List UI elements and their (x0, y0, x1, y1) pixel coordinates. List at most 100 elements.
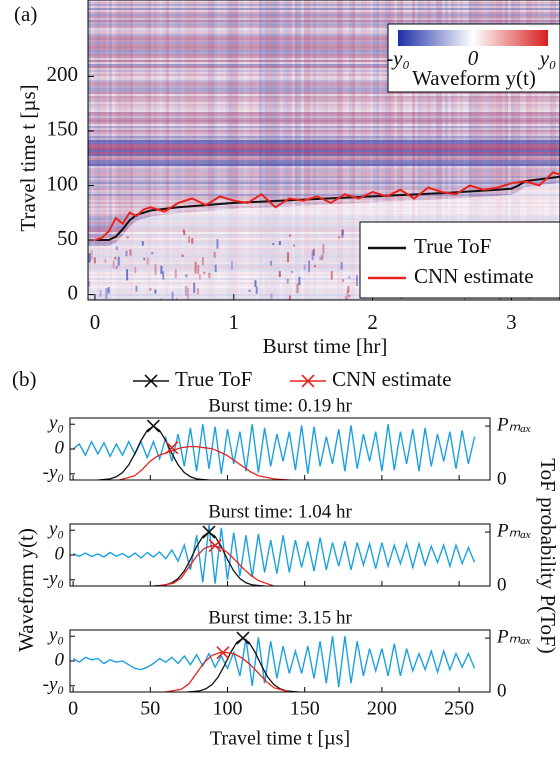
heatmap-row (88, 74, 560, 76)
marker (301, 374, 315, 388)
heatmap-speckle (194, 261, 197, 274)
heatmap-row (88, 94, 560, 96)
heatmap-row (88, 8, 560, 10)
heatmap-row (88, 42, 560, 44)
heatmap-row (88, 140, 560, 142)
y-tick-label: 0 (55, 543, 65, 564)
heatmap-speckle (193, 282, 196, 293)
heatmap-row (88, 160, 560, 162)
y2-tick-label: 0 (497, 574, 507, 595)
heatmap-row (88, 114, 560, 116)
heatmap-speckle (288, 234, 291, 237)
marker (236, 631, 250, 645)
heatmap-speckle (182, 229, 185, 232)
heatmap-row (88, 44, 560, 46)
heatmap-row (88, 88, 560, 90)
heatmap-speckle (296, 283, 299, 294)
heatmap-row (88, 158, 560, 160)
heatmap-speckle (129, 249, 132, 256)
heatmap-speckle (278, 241, 281, 246)
heatmap-speckle (149, 288, 152, 291)
legend-label: CNN estimate (414, 264, 534, 288)
y-tick-label: 200 (47, 62, 79, 86)
x-tick-label: 150 (290, 698, 320, 720)
heatmap-row (88, 200, 560, 202)
heatmap-row (88, 190, 560, 192)
heatmap-speckle (216, 239, 219, 249)
y2-tick-label: Pₘₐₓ (496, 414, 531, 435)
heatmap-speckle (143, 257, 146, 261)
heatmap-speckle (117, 256, 120, 266)
heatmap-row (88, 72, 560, 74)
heatmap-speckle (321, 254, 324, 261)
y2-tick-label: Pₘₐₓ (496, 520, 531, 541)
heatmap-speckle (288, 295, 291, 300)
probability-line (187, 637, 299, 692)
plot-frame (87, 0, 560, 301)
marker (216, 646, 230, 660)
heatmap-row (88, 54, 560, 56)
marker-stroke (301, 374, 315, 388)
heatmap-speckle (291, 270, 294, 273)
heatmap-row (88, 100, 560, 102)
legend-label: True ToF (175, 367, 252, 391)
panel-a: 0 50 100 150 200 0 1 2 3 (a) Travel time t [µs] Bur… (14, 0, 560, 358)
heatmap-row (88, 168, 560, 170)
heatmap-speckle (115, 246, 118, 251)
y-tick-label: 0 (55, 437, 65, 458)
heatmap-row (88, 130, 560, 132)
heatmap-row (88, 136, 560, 138)
x-tick-label: 200 (367, 698, 397, 720)
heatmap-speckle (203, 271, 206, 275)
heatmap-row (88, 16, 560, 18)
heatmap-row (88, 70, 560, 72)
series-line (94, 175, 560, 241)
heatmap-row (88, 82, 560, 84)
marker (208, 538, 222, 553)
heatmap-speckle (112, 260, 115, 269)
x-tick-label: 1 (229, 310, 240, 334)
heatmap-row (88, 96, 560, 98)
heatmap-row (88, 172, 560, 174)
marker-stroke (216, 646, 230, 660)
marker (144, 374, 158, 388)
heatmap-speckle (286, 278, 289, 284)
heatmap-speckle (186, 287, 189, 300)
heatmap-speckle (270, 293, 273, 300)
x-tick-label: 3 (506, 310, 517, 334)
heatmap-row (88, 12, 560, 14)
heatmap-row (88, 10, 560, 12)
y-tick-label: -y₀ (43, 462, 64, 483)
heatmap-row (88, 80, 560, 82)
heatmap-row (88, 110, 560, 112)
heatmap-speckle (340, 262, 343, 270)
heatmap-row (88, 146, 560, 148)
heatmap-row (88, 162, 560, 164)
heatmap-speckle (175, 297, 178, 300)
heatmap-speckle (115, 265, 118, 269)
heatmap-row (88, 178, 560, 180)
heatmap-speckle (342, 279, 345, 283)
heatmap-row (88, 106, 560, 108)
heatmap-row (88, 188, 560, 190)
heatmap-row (88, 148, 560, 150)
y-tick-label: 50 (57, 226, 78, 250)
heatmap-row (88, 26, 560, 28)
heatmap-row (88, 120, 560, 122)
subplot-title: Burst time: 0.19 hr (208, 395, 352, 416)
heatmap-row (88, 78, 560, 80)
heatmap-row (88, 174, 560, 176)
marker (202, 525, 216, 539)
x-tick-label: 250 (444, 698, 474, 720)
heatmap-speckle (348, 294, 351, 297)
colorbar-label: y₀ (538, 46, 557, 70)
heatmap-row (88, 108, 560, 110)
y-axis-title: Travel time t [µs] (16, 84, 40, 231)
heatmap-speckle (303, 264, 306, 271)
marker (146, 419, 160, 433)
heatmap-speckle (134, 267, 137, 274)
heatmap-speckle (197, 264, 200, 275)
panel-label: (b) (12, 367, 37, 391)
